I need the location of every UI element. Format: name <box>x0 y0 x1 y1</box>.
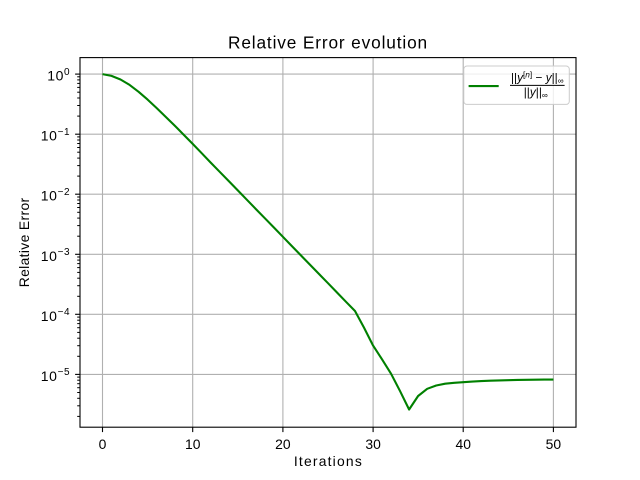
svg-text:30: 30 <box>365 436 381 452</box>
svg-text:Relative Error: Relative Error <box>16 197 32 287</box>
svg-text:||y[n] − y||∞: ||y[n] − y||∞ <box>511 70 564 86</box>
svg-text:20: 20 <box>275 436 291 452</box>
svg-text:10−4: 10−4 <box>41 307 70 324</box>
svg-text:10−5: 10−5 <box>41 367 70 384</box>
svg-text:10−1: 10−1 <box>41 127 70 144</box>
svg-text:Iterations: Iterations <box>294 453 363 469</box>
svg-text:100: 100 <box>47 67 70 84</box>
svg-text:10−2: 10−2 <box>41 187 70 204</box>
svg-text:||y||∞: ||y||∞ <box>524 85 548 100</box>
svg-text:10−3: 10−3 <box>41 247 70 264</box>
svg-text:0: 0 <box>99 436 107 452</box>
svg-text:50: 50 <box>546 436 562 452</box>
svg-text:40: 40 <box>455 436 471 452</box>
svg-text:Relative Error evolution: Relative Error evolution <box>228 33 428 53</box>
svg-text:10: 10 <box>185 436 201 452</box>
